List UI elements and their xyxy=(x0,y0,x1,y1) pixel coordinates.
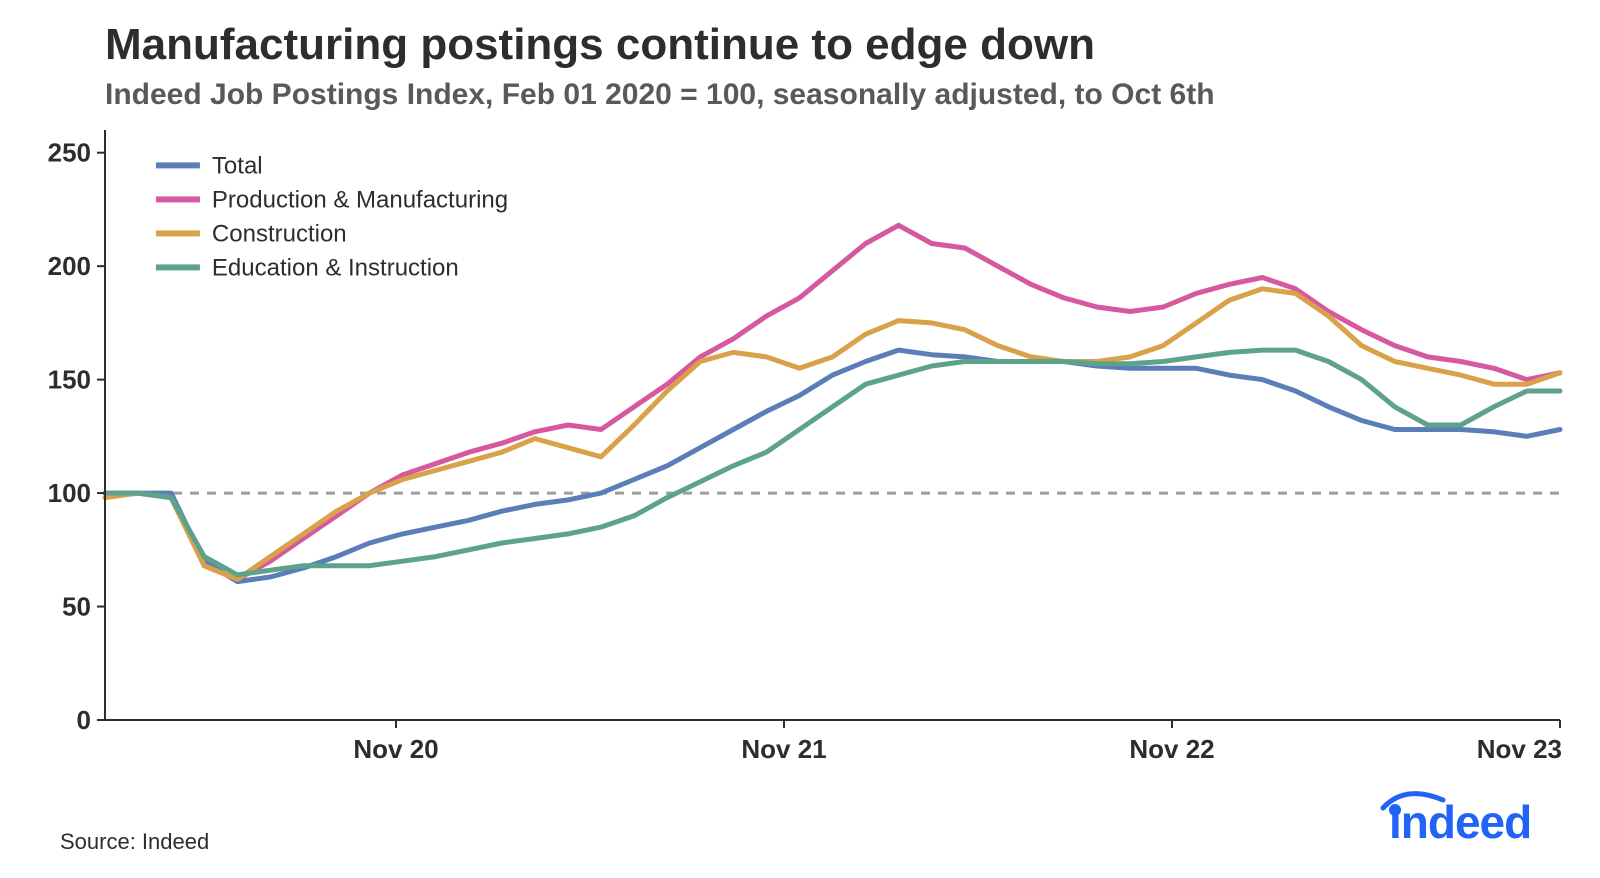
x-tick-label: Nov 23 xyxy=(1477,734,1562,764)
legend-label: Education & Instruction xyxy=(212,254,459,281)
legend-swatch xyxy=(156,162,200,168)
logo-dot-icon xyxy=(1389,804,1401,816)
legend-swatch xyxy=(156,196,200,202)
legend-swatch xyxy=(156,264,200,270)
series-line xyxy=(105,350,1560,575)
series-line xyxy=(105,350,1560,581)
legend: Total Production & Manufacturing Construct… xyxy=(156,152,508,281)
logo-text: indeed xyxy=(1389,796,1531,848)
y-tick-label: 250 xyxy=(48,138,91,168)
chart-svg: 0 50 100 150 200 250 Nov 20 Nov 21 Nov 22 Nov 23 T… xyxy=(0,0,1600,873)
x-tick-label: Nov 21 xyxy=(741,734,826,764)
chart-title: Manufacturing postings continue to edge … xyxy=(105,20,1095,70)
source-label: Source: Indeed xyxy=(60,829,209,855)
legend-label: Production & Manufacturing xyxy=(212,186,508,213)
chart-subtitle: Indeed Job Postings Index, Feb 01 2020 =… xyxy=(105,78,1215,112)
series-line xyxy=(105,289,1560,580)
x-tick-label: Nov 22 xyxy=(1129,734,1214,764)
y-tick-label: 100 xyxy=(48,478,91,508)
legend-label: Total xyxy=(212,152,263,179)
y-tick-label: 50 xyxy=(62,592,91,622)
y-tick-label: 0 xyxy=(77,705,91,735)
chart-container: Manufacturing postings continue to edge … xyxy=(0,0,1600,873)
indeed-logo: indeed xyxy=(1365,790,1555,855)
legend-swatch xyxy=(156,230,200,236)
legend-label: Construction xyxy=(212,220,347,247)
y-tick-label: 200 xyxy=(48,251,91,281)
y-tick-label: 150 xyxy=(48,365,91,395)
x-tick-label: Nov 20 xyxy=(353,734,438,764)
